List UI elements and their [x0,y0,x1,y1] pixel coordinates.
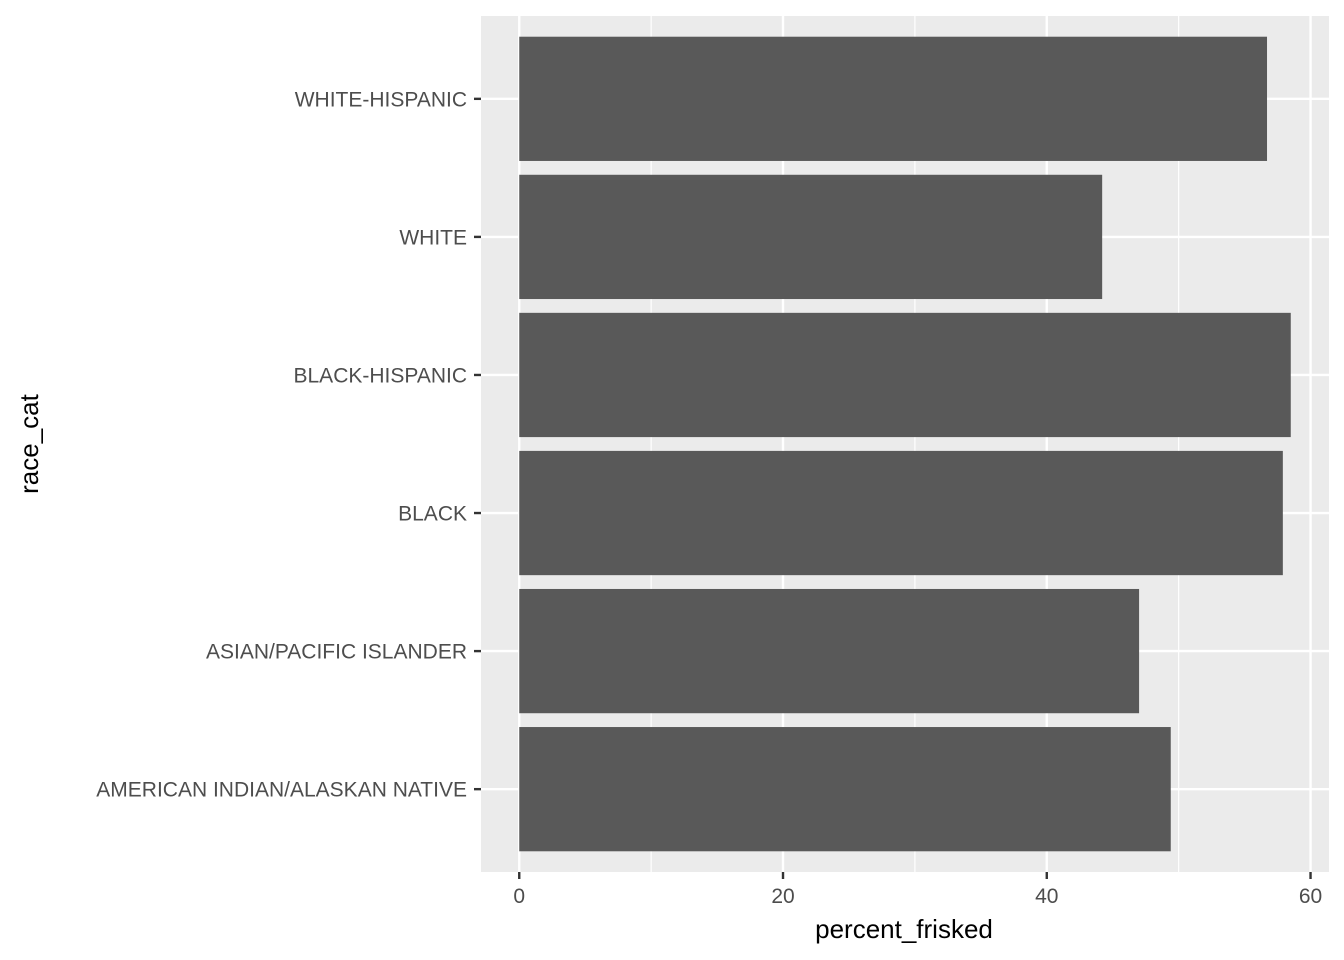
y-tick-label: BLACK [398,503,467,526]
x-tick-label: 40 [1035,885,1058,908]
y-tick-label: AMERICAN INDIAN/ALASKAN NATIVE [96,779,467,802]
bar [519,450,1283,576]
x-tick-label: 20 [771,885,794,908]
bar [519,36,1268,161]
bar [519,174,1103,300]
y-tick-label: WHITE-HISPANIC [295,88,467,111]
y-tick-label: ASIAN/PACIFIC ISLANDER [206,641,467,664]
bar [519,727,1171,852]
x-axis: 0 20 40 60 [513,872,1322,908]
y-tick-label: WHITE [399,226,467,249]
x-tick-label: 60 [1299,885,1322,908]
bars [519,36,1291,852]
x-axis-title: percent_frisked [815,914,993,944]
bar [519,588,1140,714]
y-tick-label: BLACK-HISPANIC [294,364,468,387]
y-axis-title: race_cat [14,393,44,493]
y-axis: AMERICAN INDIAN/ALASKAN NATIVE ASIAN/PACI… [96,88,481,802]
x-tick-label: 0 [513,885,525,908]
bar [519,312,1291,438]
